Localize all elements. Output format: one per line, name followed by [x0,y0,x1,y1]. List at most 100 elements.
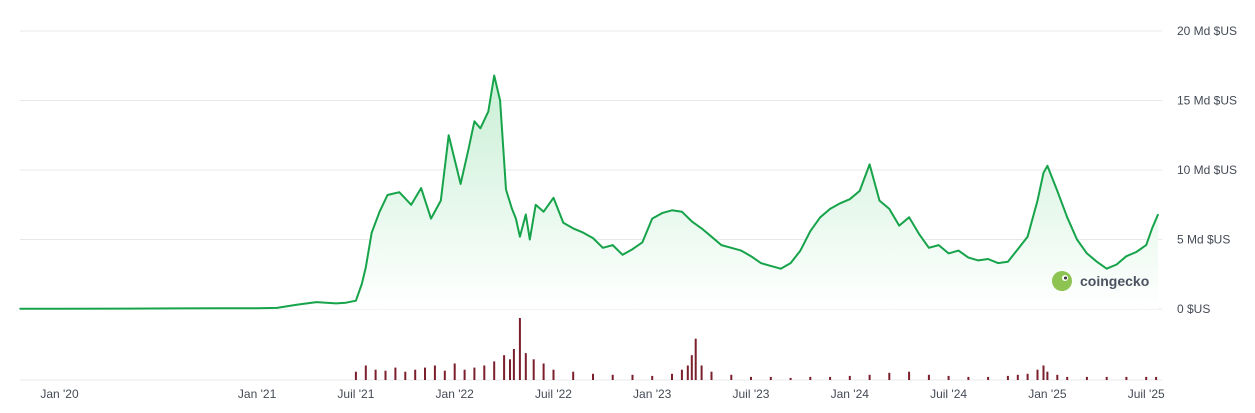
price-point [1017,248,1019,250]
price-point [256,307,258,310]
logo-text: coingecko [1080,273,1149,289]
price-point [529,238,531,241]
volume-bars [20,318,1162,381]
price-point [651,217,653,220]
price-point [562,222,565,224]
volume-bar [809,376,812,380]
price-point [1076,238,1078,241]
price-point [1046,165,1049,167]
price-point [967,256,970,259]
price-point [928,247,930,249]
x-tick-label: Juil '22 [535,387,572,401]
volume-bar [829,376,832,380]
price-point [918,233,920,235]
price-point [809,230,812,232]
volume-bar [483,365,486,380]
price-point [839,202,841,205]
price-point [118,307,120,310]
volume-bar [592,373,594,380]
volume-bar [1016,374,1019,380]
price-point [440,199,442,202]
x-tick-label: Jan '23 [633,387,672,401]
volume-bar [700,365,703,380]
price-line [20,74,1159,310]
volume-bar [443,370,446,380]
x-tick-label: Juil '23 [733,387,770,401]
price-point [365,266,367,269]
volume-bar [512,349,515,380]
price-point [177,307,179,310]
x-tick-label: Jan '25 [1028,387,1067,401]
price-point [621,254,624,256]
price-point [720,244,723,246]
volume-bar [1042,365,1045,380]
price-point [1056,190,1059,192]
x-tick-label: Jan '24 [831,387,870,401]
price-area [19,74,1159,310]
volume-bar [651,375,654,380]
price-point [370,231,373,234]
price-point [750,255,752,257]
price-point [505,188,507,191]
volume-bar [1155,376,1158,380]
price-point [542,210,545,213]
volume-bar [631,374,634,380]
gecko-pupil-icon [1064,276,1067,280]
price-point [1026,235,1029,238]
price-point [760,262,762,264]
price-point [216,307,219,310]
price-point [58,307,61,310]
price-point [361,283,363,285]
price-point [1151,227,1153,230]
price-point [447,134,450,137]
volume-bar [384,370,387,380]
price-point [473,120,476,123]
volume-bar [453,363,456,380]
price-point [888,208,891,210]
volume-bar [374,369,377,380]
volume-bar [394,367,397,380]
price-point [710,235,713,238]
y-axis: 0 $US 5 Md $US 10 Md $US 15 Md $US 20 Md $US [1177,24,1237,316]
volume-bar [552,369,555,380]
volume-bar [493,361,496,380]
y-tick-label: 20 Md $US [1177,24,1237,38]
volume-bar [1105,376,1108,380]
volume-bar [868,374,871,380]
price-point [552,197,555,199]
volume-bar [1026,373,1029,380]
price-point [681,210,683,213]
price-point [315,301,318,303]
price-point [611,244,614,246]
volume-bar [572,371,575,380]
price-point [987,258,989,260]
volume-bar [518,318,521,380]
price-point [641,241,644,244]
price-point [534,204,537,206]
x-tick-label: Jan '20 [40,387,79,401]
volume-bar [750,376,752,380]
volume-bar [789,377,792,380]
price-point [1135,251,1138,253]
volume-bar [888,372,891,380]
price-point [1145,244,1147,246]
x-tick-label: Jan '21 [238,387,277,401]
price-point [515,217,517,220]
price-point [661,212,663,214]
volume-bar [694,338,697,380]
price-point [459,183,462,185]
price-point [997,262,999,264]
volume-bar [686,365,689,380]
volume-bar [414,369,417,380]
price-point [1036,199,1039,202]
y-tick-label: 0 $US [1177,302,1210,316]
volume-bar [680,369,683,380]
volume-bar [524,353,527,380]
volume-bar [404,371,407,380]
y-tick-label: 5 Md $US [1177,233,1230,247]
volume-bar [690,355,693,380]
volume-bar [987,376,990,380]
price-point [1105,267,1108,270]
price-point [937,244,940,246]
